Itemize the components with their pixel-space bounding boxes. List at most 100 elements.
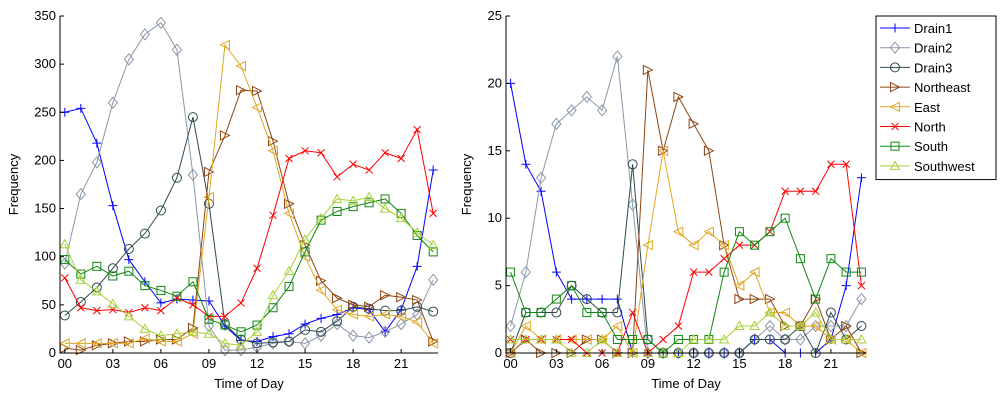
data-point-southwest-17: [764, 307, 776, 317]
data-point-north-21: [397, 154, 406, 163]
data-point-east-15: [733, 280, 745, 291]
data-point-east-18: [779, 307, 791, 318]
data-point-drain1-7: [612, 294, 622, 304]
data-point-northeast-23: [428, 336, 439, 347]
x-tick-label: 15: [732, 356, 746, 371]
series-line-east: [64, 43, 434, 344]
data-point-drain3-14: [284, 336, 295, 347]
data-point-south-23: [428, 247, 438, 257]
data-point-east-13: [703, 226, 714, 237]
series-north: [60, 125, 438, 321]
data-point-north-20: [811, 187, 820, 196]
series-line-northeast: [64, 89, 434, 351]
data-point-drain1-3: [551, 267, 561, 277]
data-point-drain2-2: [91, 156, 102, 169]
data-point-north-4: [567, 335, 576, 344]
data-point-southwest-2: [535, 334, 547, 344]
data-point-east-23: [427, 338, 439, 349]
data-point-east-16: [315, 285, 327, 296]
series-line-north: [64, 128, 434, 317]
data-point-southwest-6: [155, 330, 167, 340]
data-point-drain2-19: [363, 331, 375, 344]
x-tick-label: 03: [549, 356, 563, 371]
data-point-southwest-20: [810, 307, 822, 317]
x-tick-label: 06: [154, 356, 168, 371]
series-line-drain1: [510, 83, 862, 354]
y-tick-label: 15: [488, 143, 502, 158]
data-point-east-21: [395, 311, 407, 322]
data-point-drain1-1: [76, 103, 86, 113]
x-tick-label: 18: [346, 356, 360, 371]
data-point-north-5: [141, 303, 149, 312]
series-line-drain2: [64, 22, 434, 351]
data-point-northeast-21: [396, 291, 407, 303]
x-tick-label: 00: [503, 356, 517, 371]
data-point-southwest-13: [267, 289, 279, 300]
data-point-drain2-3: [551, 117, 562, 131]
legend-marker-north: [891, 122, 899, 131]
data-point-south-5: [140, 281, 150, 291]
data-point-south-1: [76, 269, 86, 279]
legend-marker-east: [889, 101, 900, 113]
data-point-drain1-16: [316, 313, 326, 323]
data-point-northeast-20: [380, 289, 391, 301]
data-point-drain1-3: [108, 201, 118, 211]
legend-item-drain2: Drain2: [880, 41, 952, 56]
data-point-drain2-0: [505, 319, 516, 333]
data-point-drain2-7: [612, 50, 623, 63]
data-point-drain2-9: [203, 319, 215, 333]
data-point-northeast-16: [749, 293, 761, 305]
chart-2: 0 5 10 15 20 25 00 03 06 09 12 15 18 21 Time of Day Fre…: [459, 8, 868, 391]
data-point-north-2: [92, 306, 101, 315]
series-east: [504, 145, 867, 359]
data-point-south-18: [348, 202, 358, 212]
data-point-north-22: [842, 160, 851, 169]
data-point-south-6: [597, 308, 607, 318]
y-tick-label: 0: [495, 345, 502, 360]
series-south: [60, 194, 438, 337]
data-point-south-21: [396, 208, 406, 218]
data-point-east-20: [379, 309, 391, 320]
data-point-southwest-22: [411, 227, 423, 237]
x-tick-label: 21: [394, 356, 408, 371]
data-point-east-1: [75, 338, 86, 349]
data-point-drain1-2: [536, 186, 546, 196]
chart-1: 0 50 100 150 200 250 300 350 00 03 06 09 12 15 18 21 Tim…: [6, 8, 439, 391]
data-point-north-19: [365, 166, 373, 174]
data-point-southwest-6: [596, 334, 608, 344]
data-point-drain2-5: [581, 90, 592, 104]
data-point-south-9: [643, 335, 653, 345]
x-tick-label: 15: [298, 356, 312, 371]
data-point-drain2-11: [673, 346, 684, 360]
data-point-drain2-21: [825, 319, 837, 333]
data-point-south-14: [284, 282, 294, 292]
data-point-southwest-19: [795, 320, 806, 331]
data-point-drain3-18: [780, 334, 791, 345]
legend: Drain1 Drain2 Drain3 Northeast East North Sout…: [875, 15, 997, 181]
data-point-drain2-14: [718, 346, 730, 360]
x-tick-label: 21: [824, 356, 838, 371]
data-point-south-5: [582, 308, 592, 318]
data-point-south-18: [780, 213, 790, 223]
series-line-south: [64, 198, 434, 333]
legend-marker-southwest: [889, 160, 901, 170]
data-point-north-15: [735, 241, 744, 250]
axes-frame: [59, 16, 438, 354]
data-point-drain3-17: [764, 334, 775, 345]
data-point-east-20: [810, 320, 821, 332]
x-tick-label: 09: [641, 356, 655, 371]
data-point-drain2-8: [187, 168, 199, 182]
data-point-north-18: [781, 187, 790, 196]
data-point-southwest-0: [59, 238, 71, 249]
data-point-drain3-6: [155, 205, 166, 216]
data-point-southwest-20: [379, 203, 391, 213]
data-point-east-12: [688, 239, 699, 251]
series-line-drain3: [510, 164, 862, 355]
data-point-southwest-14: [718, 334, 730, 344]
data-point-drain2-17: [331, 317, 343, 331]
data-point-northeast-12: [252, 85, 263, 97]
legend-label: East: [914, 100, 940, 115]
y-tick-label: 350: [34, 8, 56, 23]
data-point-south-14: [719, 267, 729, 277]
data-point-southwest-22: [840, 334, 852, 344]
